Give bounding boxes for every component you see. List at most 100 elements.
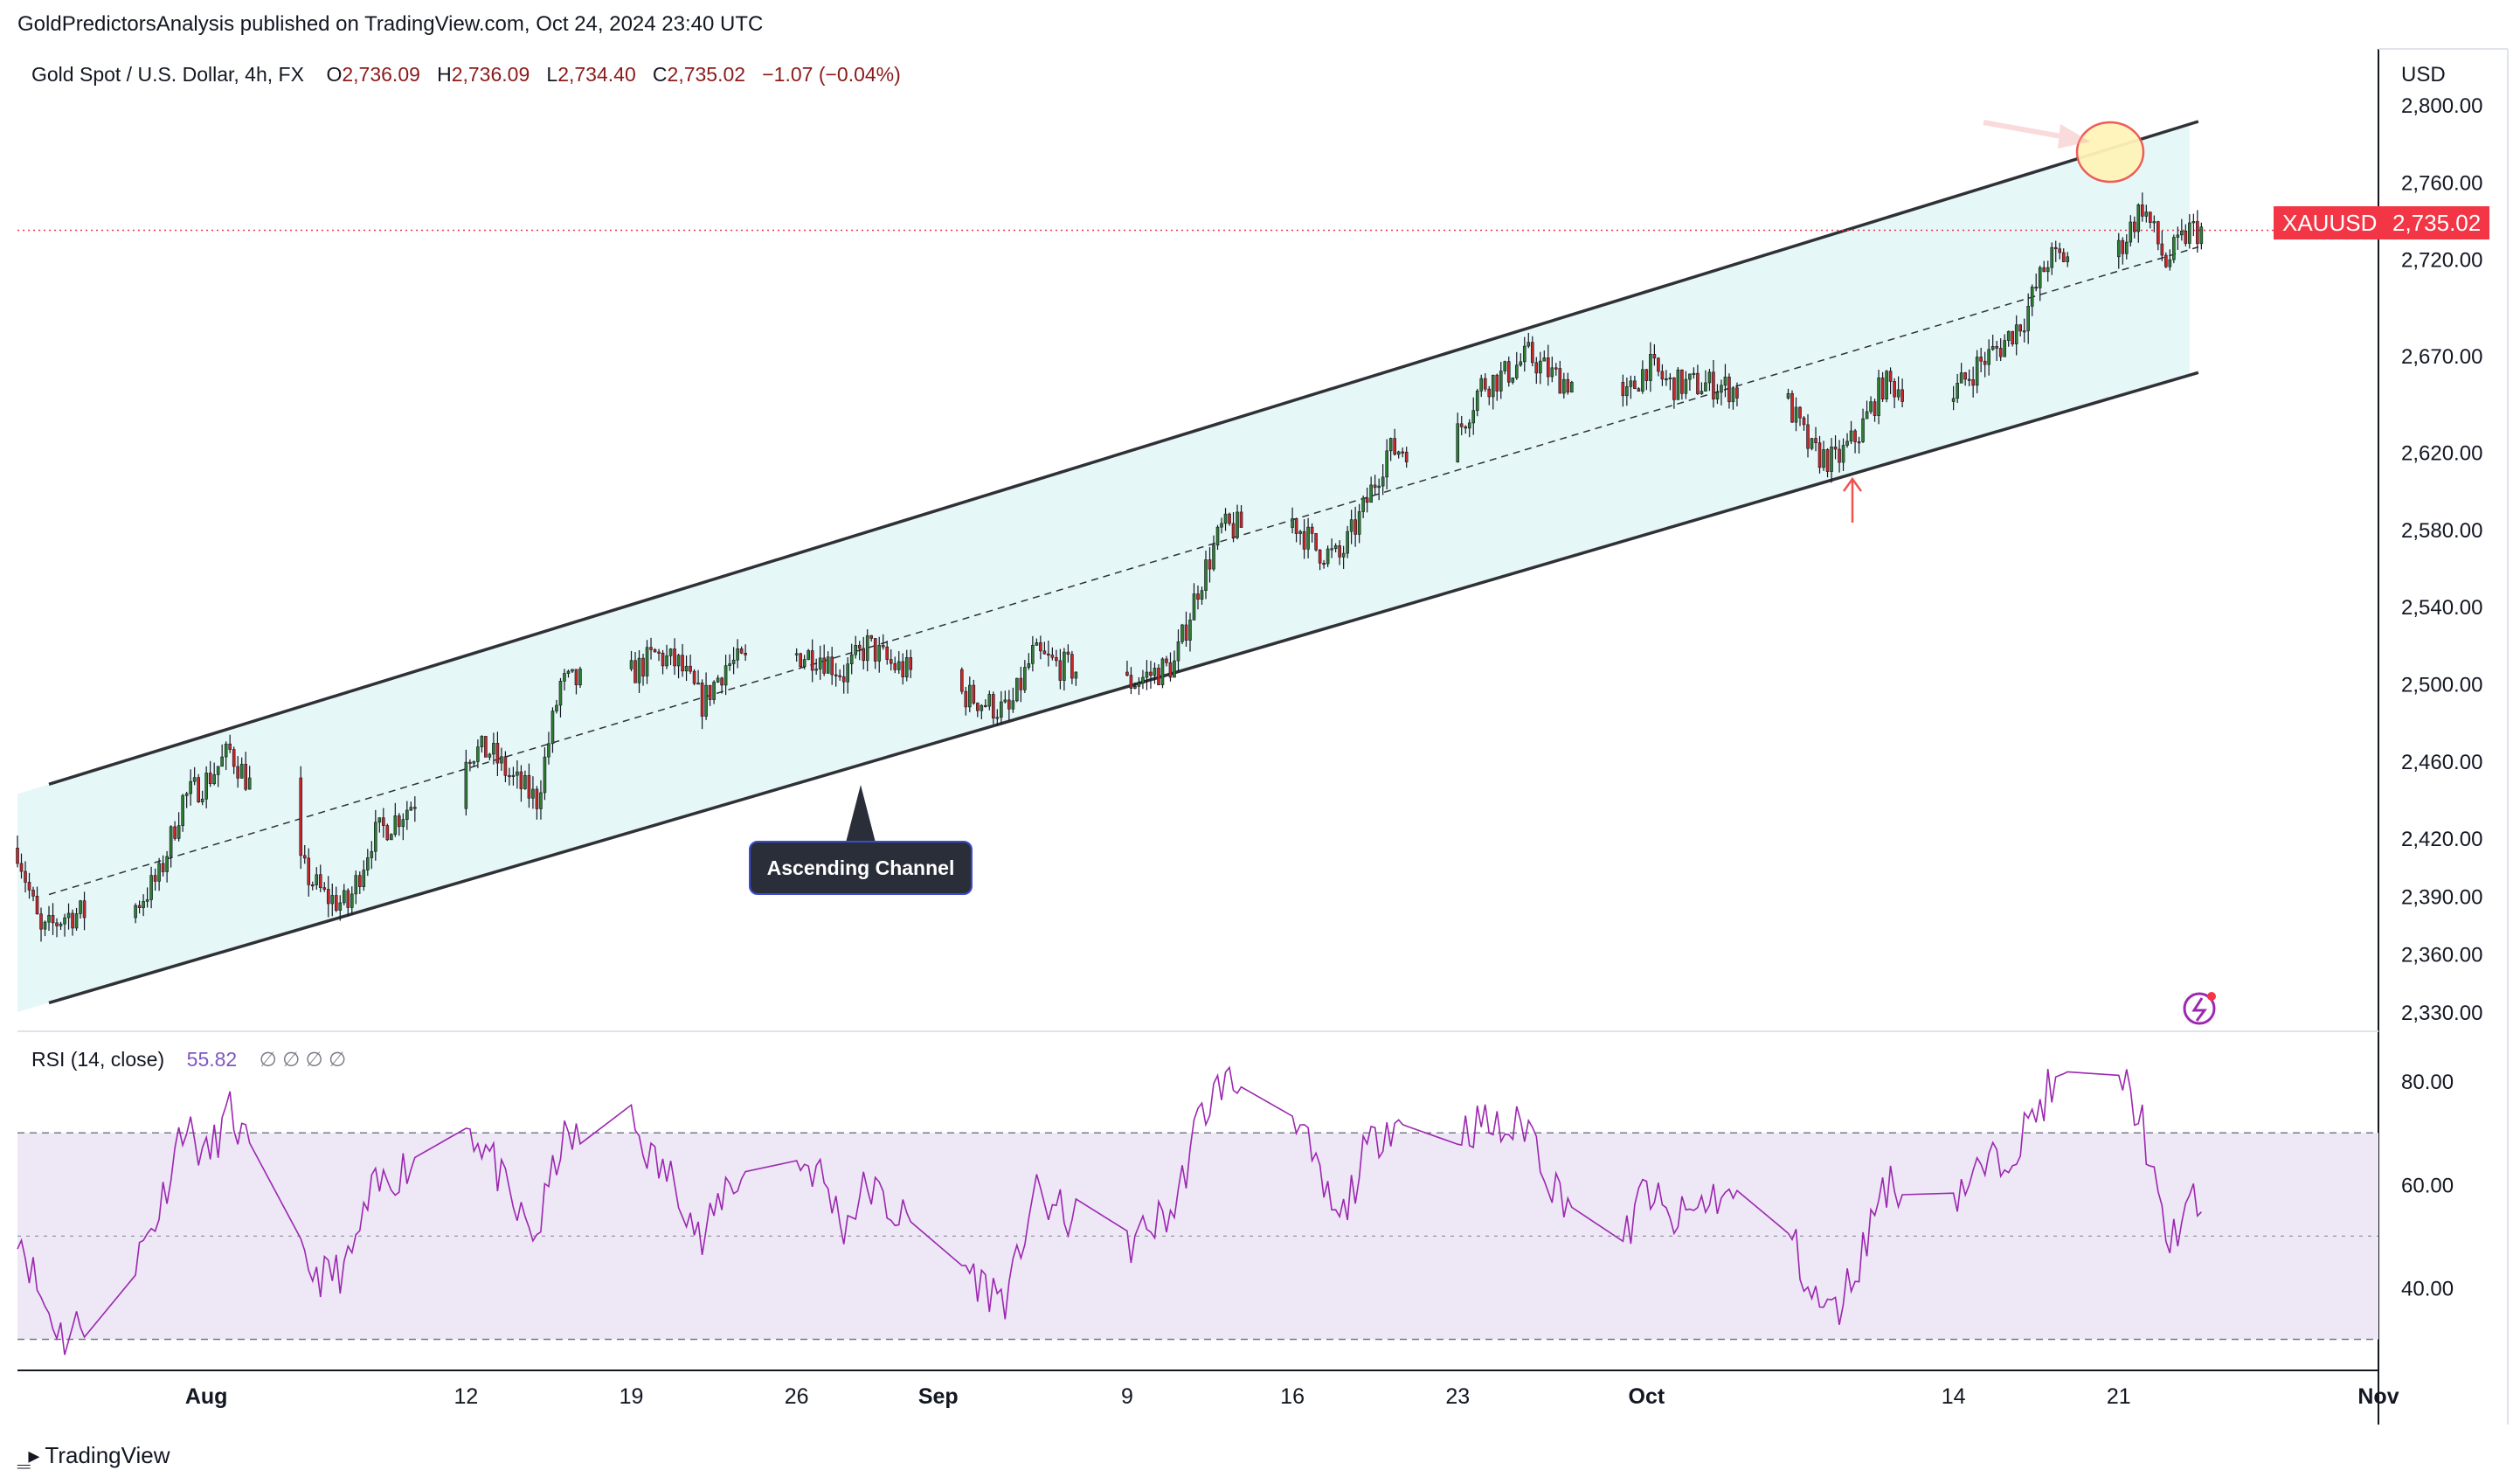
candle-down	[909, 657, 913, 670]
time-tick-label: 21	[2107, 1384, 2131, 1409]
candle-up	[1236, 511, 1239, 538]
candle-down	[700, 683, 704, 717]
candle-up	[2180, 230, 2184, 236]
candle-down	[535, 788, 539, 809]
candle-up	[1361, 497, 1365, 512]
candle-up	[1665, 378, 1668, 381]
candle-up	[516, 771, 519, 776]
rsi-name[interactable]: RSI (14, close)	[31, 1048, 165, 1071]
candle-up	[2176, 234, 2180, 238]
candle-down	[82, 900, 87, 919]
candle-down	[964, 690, 968, 708]
time-tick-label: Nov	[2357, 1384, 2399, 1409]
candle-down	[1979, 357, 1983, 362]
candle-up	[2172, 237, 2176, 260]
candle-down	[992, 694, 995, 718]
candle-down	[310, 884, 315, 887]
candle-up	[676, 655, 681, 667]
price-axis-ticks[interactable]: 2,800.00 2,760.00 2,720.00 2,670.00 2,620.00…	[2401, 94, 2482, 1025]
candle-up	[2124, 241, 2129, 254]
candle-up	[212, 774, 216, 785]
channel-fill	[17, 124, 2190, 1013]
candle-up	[390, 834, 393, 841]
candle-up	[192, 777, 197, 782]
candle-up	[629, 660, 633, 669]
candle-up	[492, 743, 495, 755]
candle-up	[1499, 371, 1503, 392]
candle-up	[904, 657, 909, 677]
candle-down	[1534, 362, 1539, 374]
channel-middle-line	[48, 246, 2199, 896]
candle-up	[342, 890, 346, 904]
candle-down	[633, 660, 637, 683]
ascending-channel-label: Ascending Channel	[749, 841, 973, 895]
candle-up	[1700, 391, 1704, 394]
candle-down	[1838, 448, 1841, 463]
time-tick-label: 19	[620, 1384, 644, 1409]
candle-up	[511, 774, 516, 777]
rsi-legend[interactable]: RSI (14, close) 55.82 ∅ ∅ ∅ ∅	[31, 1048, 346, 1071]
candle-up	[488, 753, 492, 758]
candle-down	[173, 826, 177, 839]
rsi-axis-ticks[interactable]: 80.00 60.00 40.00	[2401, 1071, 2454, 1300]
candle-down	[1487, 388, 1492, 398]
candle-down	[869, 635, 874, 639]
peak-pointer-arrow	[1983, 120, 2090, 149]
candle-up	[79, 900, 82, 914]
candle-down	[1019, 677, 1023, 690]
candle-up	[1396, 451, 1401, 455]
candle-up	[1720, 385, 1723, 393]
candle-down	[1228, 513, 1231, 524]
candle-up	[712, 682, 716, 700]
candle-up	[476, 746, 480, 762]
candle-up	[370, 850, 374, 858]
candle-down	[1735, 387, 1739, 399]
candle-up	[1377, 485, 1381, 489]
candle-down	[1042, 650, 1047, 655]
candle-up	[1731, 387, 1735, 403]
candle-up	[1381, 476, 1385, 487]
candle-down	[24, 870, 27, 883]
symbol-legend[interactable]: Gold Spot / U.S. Dollar, 4h, FX O2,736.0…	[31, 63, 901, 87]
candle-down	[27, 882, 31, 891]
candle-down	[720, 677, 723, 686]
tradingview-logo[interactable]: ‗▸ TradingView	[17, 1442, 170, 1469]
candle-up	[1388, 438, 1393, 452]
rsi-tick-label: 60.00	[2401, 1174, 2454, 1197]
candle-down	[2011, 330, 2014, 344]
candle-down	[744, 653, 747, 655]
candle-down	[1365, 497, 1369, 503]
candle-down	[649, 647, 653, 650]
symbol-name[interactable]: Gold Spot / U.S. Dollar, 4h, FX	[31, 63, 304, 86]
candle-up	[704, 684, 708, 717]
candle-up	[1326, 548, 1330, 565]
candle-down	[1066, 651, 1070, 655]
candle-up	[472, 761, 476, 764]
price-tick-label: 2,720.00	[2401, 249, 2482, 273]
candle-up	[1003, 699, 1007, 703]
candle-up	[1173, 660, 1176, 678]
price-tick-label: 2,330.00	[2401, 1002, 2482, 1025]
candle-up	[995, 717, 1000, 719]
candle-up	[1369, 484, 1373, 503]
candle-up	[1865, 411, 1869, 420]
candle-down	[1825, 449, 1830, 472]
candle-down	[1963, 372, 1967, 380]
tradingview-logo-icon: ‗▸	[17, 1442, 39, 1468]
candle-up	[1649, 353, 1652, 381]
candle-up	[239, 764, 244, 779]
candle-down	[1318, 549, 1322, 564]
time-tick-label: Sep	[918, 1384, 959, 1409]
candle-up	[2014, 324, 2018, 344]
candle-down	[1971, 379, 1975, 386]
time-axis-ticks[interactable]: Aug 12 19 26 Sep 9 16 23 Oct 14 21 Nov	[185, 1384, 2399, 1409]
time-tick-label: Aug	[185, 1384, 228, 1409]
candle-down	[322, 887, 327, 890]
currency-label[interactable]: USD	[2401, 63, 2446, 87]
candle-down	[1554, 367, 1558, 370]
price-tick-label: 2,580.00	[2401, 519, 2482, 543]
lightning-icon[interactable]	[2183, 992, 2216, 1025]
candle-down	[1660, 371, 1665, 380]
candle-up	[2006, 330, 2011, 341]
